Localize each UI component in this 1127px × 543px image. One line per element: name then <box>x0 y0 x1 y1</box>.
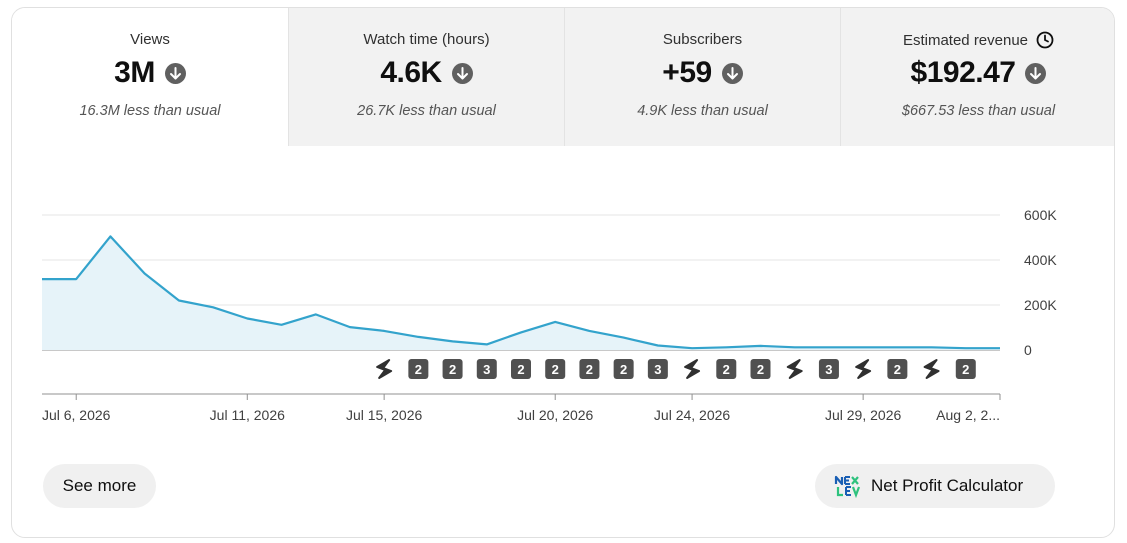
arrow-down-icon <box>164 62 186 84</box>
shorts-icon <box>684 359 701 379</box>
x-tick-label: Jul 29, 2026 <box>825 407 901 423</box>
y-tick-label: 0 <box>1024 342 1032 358</box>
shorts-icon <box>376 359 393 379</box>
upload-count-label: 2 <box>449 362 456 377</box>
upload-count-badge <box>442 359 463 379</box>
metric-comparison: 4.9K less than usual <box>637 103 768 119</box>
x-tick-label: Aug 2, 2... <box>936 407 1000 423</box>
net-profit-calculator-button[interactable]: Net Profit Calculator <box>815 464 1055 508</box>
shorts-icon <box>855 359 872 379</box>
upload-count-badge <box>955 359 976 379</box>
metric-label: Estimated revenue <box>902 31 1029 49</box>
metric-tab-subscribers[interactable]: Subscribers +59 4.9K less than usual <box>564 8 840 146</box>
upload-count-badge <box>716 359 737 379</box>
clock-icon[interactable] <box>1036 31 1054 49</box>
upload-count-badge <box>887 359 908 379</box>
x-tick-label: Jul 20, 2026 <box>517 407 593 423</box>
net-profit-calculator-label: Net Profit Calculator <box>871 476 1024 495</box>
upload-count-badge <box>476 359 497 379</box>
upload-count-label: 2 <box>517 362 524 377</box>
metric-value: $192.47 <box>910 56 1016 89</box>
series-area <box>42 236 1000 350</box>
metric-comparison: 26.7K less than usual <box>357 103 496 119</box>
x-tick-label: Jul 6, 2026 <box>42 407 111 423</box>
nexlev-logo-icon <box>834 475 861 499</box>
upload-count-label: 2 <box>757 362 764 377</box>
upload-count-label: 3 <box>654 362 661 377</box>
series-line <box>42 235 1000 350</box>
x-tick-label: Jul 11, 2026 <box>210 407 285 423</box>
arrow-down-icon <box>1025 62 1047 84</box>
upload-count-label: 2 <box>415 362 422 377</box>
upload-count-label: 2 <box>586 362 593 377</box>
upload-count-label: 2 <box>620 362 627 377</box>
analytics-card: Views 3M 16.3M less than usual Watch tim… <box>11 7 1115 538</box>
upload-count-badge <box>579 359 600 379</box>
upload-count-badge <box>750 359 771 379</box>
upload-count-badge <box>511 359 531 379</box>
metric-label: Subscribers <box>662 31 743 48</box>
metric-value: 3M <box>114 56 155 89</box>
see-more-button[interactable]: See more <box>43 464 156 508</box>
y-tick-label: 600K <box>1024 207 1057 223</box>
upload-count-label: 2 <box>552 362 559 377</box>
y-tick-label: 400K <box>1024 252 1057 268</box>
metric-label: Watch time (hours) <box>363 31 490 48</box>
arrow-down-icon <box>721 62 743 84</box>
upload-count-label: 2 <box>894 362 901 377</box>
y-tick-label: 200K <box>1024 297 1057 313</box>
metric-comparison: 16.3M less than usual <box>79 103 221 119</box>
arrow-down-icon <box>451 62 473 84</box>
metric-tab-views[interactable]: Views 3M 16.3M less than usual <box>12 8 288 146</box>
metric-label: Views <box>130 31 170 48</box>
views-chart[interactable]: 0 200K 400K 600K 2 2 3 2 2 2 2 3 2 2 3 2 2 Jul 6, 2026 Jul… <box>12 146 1115 446</box>
metric-tab-watch-time[interactable]: Watch time (hours) 4.6K 26.7K less than … <box>288 8 564 146</box>
x-tick-label: Jul 15, 2026 <box>346 407 422 423</box>
metric-tab-revenue[interactable]: Estimated revenue $192.47 $667.53 less t… <box>840 8 1114 146</box>
upload-count-badge <box>545 359 566 379</box>
upload-count-label: 2 <box>723 362 730 377</box>
upload-count-badge <box>818 359 839 379</box>
upload-count-badge <box>408 359 429 379</box>
metric-tabs: Views 3M 16.3M less than usual Watch tim… <box>12 8 1114 146</box>
shorts-icon <box>923 359 940 379</box>
metric-value: 4.6K <box>380 56 442 89</box>
upload-count-label: 3 <box>825 362 832 377</box>
upload-count-label: 3 <box>483 362 490 377</box>
upload-count-badge <box>647 359 668 379</box>
upload-count-label: 2 <box>962 362 969 377</box>
x-tick-label: Jul 24, 2026 <box>654 407 730 423</box>
metric-comparison: $667.53 less than usual <box>901 103 1056 119</box>
metric-value: +59 <box>662 56 712 89</box>
upload-count-badge <box>613 359 634 379</box>
shorts-icon <box>786 359 803 379</box>
